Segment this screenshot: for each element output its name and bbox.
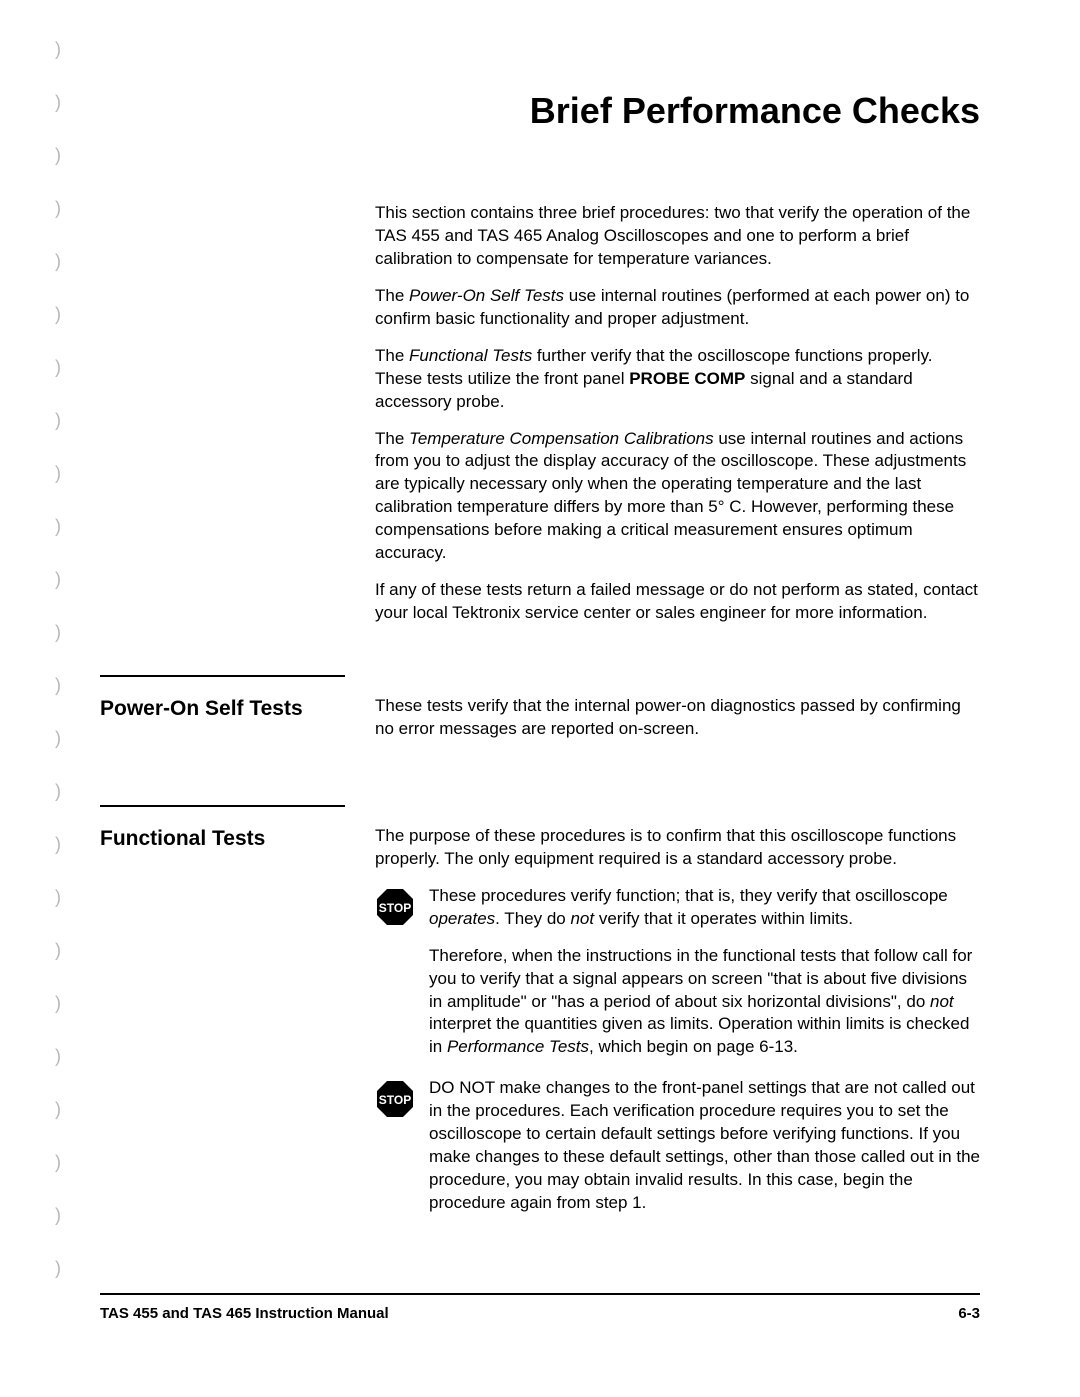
- intro-paragraph-2: The Power-On Self Tests use internal rou…: [375, 285, 980, 331]
- stop1-paragraph-2: Therefore, when the instructions in the …: [429, 945, 980, 1060]
- page-footer: TAS 455 and TAS 465 Instruction Manual 6…: [100, 1305, 980, 1322]
- stop-icon-label: STOP: [379, 901, 411, 915]
- section-functional: Functional Tests The purpose of these pr…: [100, 805, 980, 1233]
- term-power-on-self-tests: Power-On Self Tests: [409, 286, 564, 305]
- term-temp-compensation: Temperature Compensation Calibrations: [409, 429, 714, 448]
- page-title: Brief Performance Checks: [100, 90, 980, 132]
- power-on-body: These tests verify that the internal pow…: [375, 695, 980, 741]
- section-heading-functional: Functional Tests: [100, 825, 375, 851]
- intro-paragraph-1: This section contains three brief proced…: [375, 202, 980, 271]
- intro-paragraph-5: If any of these tests return a failed me…: [375, 579, 980, 625]
- intro-paragraph-3: The Functional Tests further verify that…: [375, 345, 980, 414]
- functional-intro: The purpose of these procedures is to co…: [375, 825, 980, 871]
- stop1-paragraph-1: These procedures verify function; that i…: [429, 885, 980, 931]
- document-page: ))))) ))))) ))))) ))))) )))) Brief Perfo…: [0, 0, 1080, 1397]
- stop-icon: STOP: [375, 1079, 415, 1119]
- intro-paragraph-4: The Temperature Compensation Calibration…: [375, 428, 980, 566]
- spiral-binding-marks: ))))) ))))) ))))) ))))) )))): [55, 40, 85, 1277]
- footer-divider: [100, 1293, 980, 1295]
- stop-icon-label: STOP: [379, 1093, 411, 1107]
- intro-section: This section contains three brief proced…: [375, 202, 980, 625]
- stop-icon: STOP: [375, 887, 415, 927]
- stop-block-1: STOP These procedures verify function; t…: [375, 885, 980, 1060]
- footer-manual-title: TAS 455 and TAS 465 Instruction Manual: [100, 1305, 389, 1322]
- term-functional-tests: Functional Tests: [409, 346, 532, 365]
- footer-page-number: 6-3: [958, 1305, 980, 1322]
- section-heading-power-on: Power-On Self Tests: [100, 695, 375, 721]
- section-divider: [100, 805, 345, 807]
- bold-probe-comp: PROBE COMP: [629, 369, 745, 388]
- section-divider: [100, 675, 345, 677]
- stop-block-2: STOP DO NOT make changes to the front-pa…: [375, 1077, 980, 1215]
- stop2-paragraph-1: DO NOT make changes to the front-panel s…: [429, 1077, 980, 1215]
- section-power-on: Power-On Self Tests These tests verify t…: [100, 675, 980, 755]
